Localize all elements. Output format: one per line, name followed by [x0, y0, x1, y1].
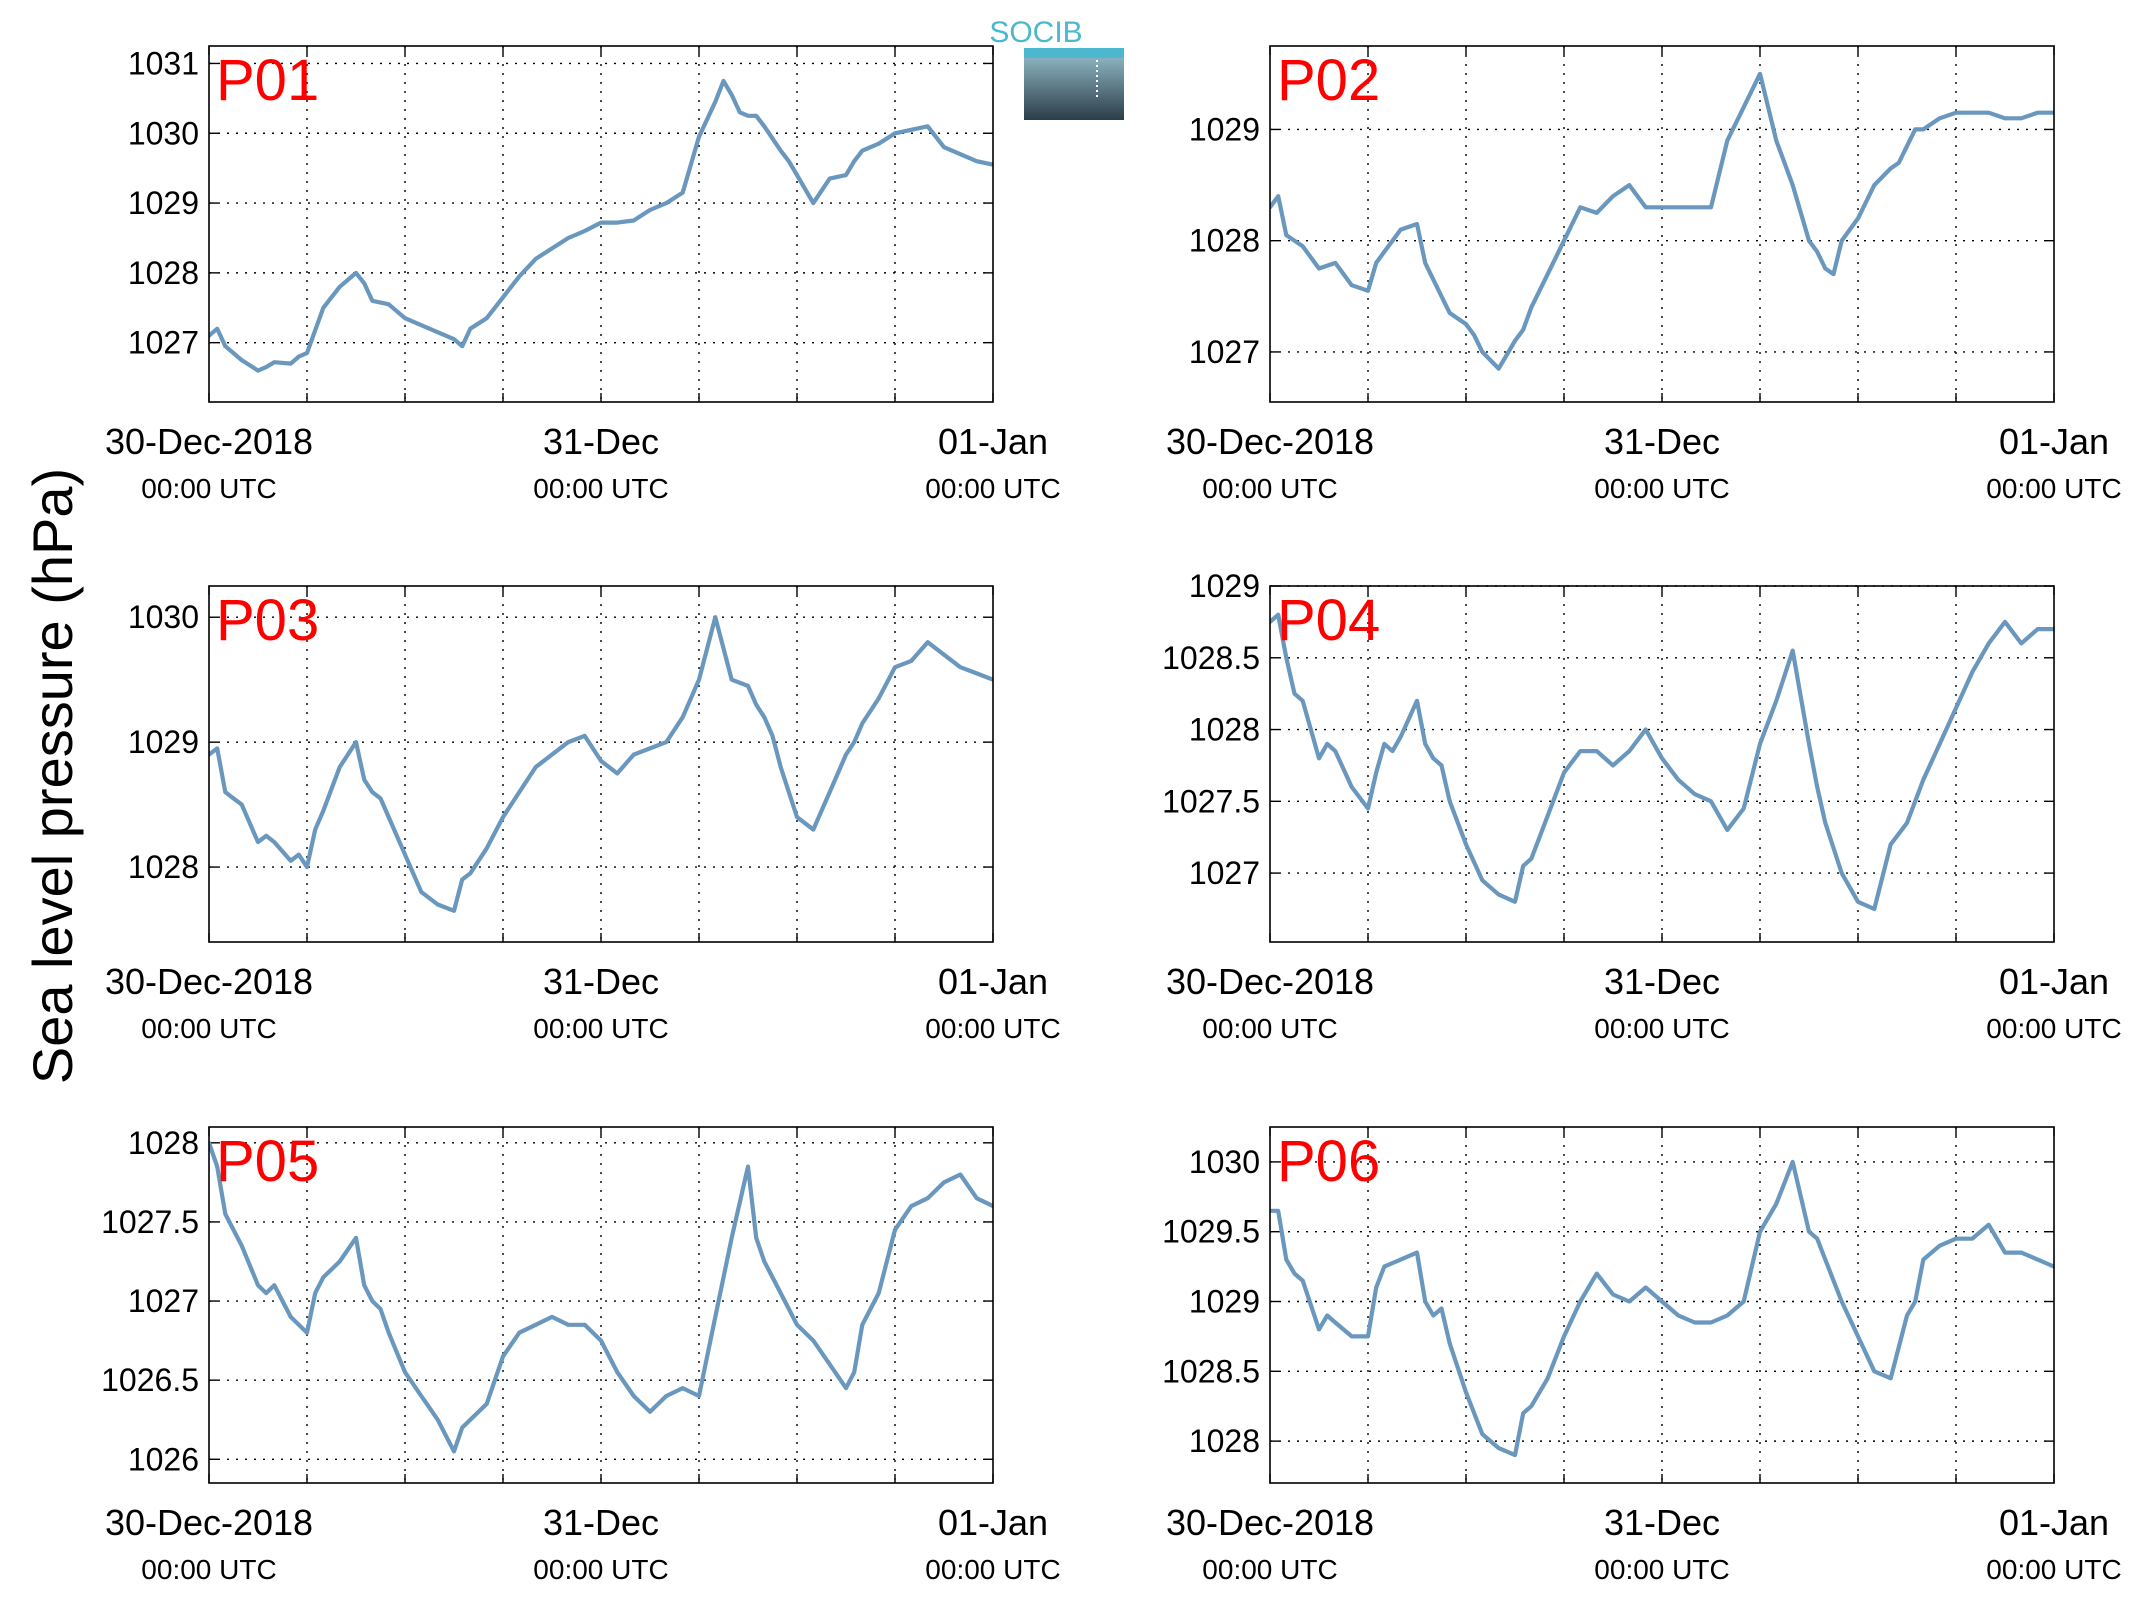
x-tick-label-time: 00:00 UTC: [141, 1554, 276, 1585]
x-tick-label-date: 30-Dec-2018: [105, 421, 313, 462]
panel-p01: 1027 1028 1029 1030 1031 30-Dec-2018 00:00 UTC…: [105, 45, 1061, 504]
x-tick-label-date: 01-Jan: [1999, 421, 2109, 462]
y-axis-label: Sea level pressure (hPa): [21, 468, 84, 1084]
panel-label: P05: [216, 1129, 319, 1194]
x-tick-label-time: 00:00 UTC: [1202, 1013, 1337, 1044]
axes-frame: [208, 45, 994, 403]
x-tick-label-date: 01-Jan: [938, 1502, 1048, 1543]
panel-p04: 1027 1027.5 1028 1028.5 1029 30-Dec-2018 00:00…: [1162, 568, 2122, 1044]
x-tick-label-time: 00:00 UTC: [925, 1554, 1060, 1585]
x-tick-label-date: 30-Dec-2018: [105, 1502, 313, 1543]
panel-label: P01: [216, 48, 319, 113]
y-tick-label: 1030: [128, 599, 199, 635]
y-tick-label: 1028.5: [1162, 640, 1260, 676]
y-tick-label: 1030: [1189, 1144, 1260, 1180]
x-tick-label-date: 31-Dec: [543, 961, 659, 1002]
pressure-series-line: [209, 1140, 993, 1454]
axes-frame: [208, 1126, 994, 1484]
y-tick-label: 1029: [128, 185, 199, 221]
y-tick-label: 1029.5: [1162, 1214, 1260, 1250]
y-tick-label: 1028: [128, 1125, 199, 1161]
y-tick-label: 1027: [1189, 855, 1260, 891]
y-tick-label: 1030: [128, 115, 199, 151]
axes-frame: [208, 585, 994, 943]
x-tick-label-date: 01-Jan: [938, 961, 1048, 1002]
x-tick-label-time: 00:00 UTC: [925, 1013, 1060, 1044]
y-tick-label: 1029: [128, 724, 199, 760]
panels: 1027 1028 1029 1030 1031 30-Dec-2018 00:00 UTC…: [101, 45, 2122, 1585]
x-tick-label-time: 00:00 UTC: [533, 1554, 668, 1585]
x-tick-label-date: 30-Dec-2018: [1166, 421, 1374, 462]
y-tick-label: 1028: [1189, 712, 1260, 748]
panel-p06: 1028 1028.5 1029 1029.5 1030 30-Dec-2018 00:00…: [1162, 1126, 2122, 1585]
panel-p02: 1027 1028 1029 30-Dec-2018 00:00 UTC 31-Dec 00…: [1166, 45, 2122, 504]
x-tick-label-time: 00:00 UTC: [1986, 1554, 2121, 1585]
x-tick-label-time: 00:00 UTC: [1986, 473, 2121, 504]
y-tick-label: 1026: [128, 1441, 199, 1477]
y-tick-label: 1028: [1189, 1423, 1260, 1459]
x-tick-label-time: 00:00 UTC: [1594, 1013, 1729, 1044]
y-tick-label: 1029: [1189, 111, 1260, 147]
pressure-series-line: [1270, 71, 2054, 371]
x-tick-label-date: 30-Dec-2018: [105, 961, 313, 1002]
panel-label: P04: [1277, 588, 1380, 653]
pressure-series-line: [1270, 1159, 2054, 1458]
pressure-series-line: [1270, 612, 2054, 912]
x-tick-label-time: 00:00 UTC: [1202, 473, 1337, 504]
x-tick-label-date: 31-Dec: [1604, 421, 1720, 462]
y-tick-label: 1028: [1189, 223, 1260, 259]
x-tick-label-time: 00:00 UTC: [141, 1013, 276, 1044]
x-tick-label-date: 30-Dec-2018: [1166, 961, 1374, 1002]
x-tick-label-time: 00:00 UTC: [141, 473, 276, 504]
axes-frame: [1269, 45, 2055, 403]
y-tick-label: 1028: [128, 255, 199, 291]
x-tick-label-time: 00:00 UTC: [1202, 1554, 1337, 1585]
logo-block: [1024, 58, 1124, 120]
x-tick-label-date: 31-Dec: [543, 421, 659, 462]
y-tick-label: 1028.5: [1162, 1353, 1260, 1389]
panel-label: P02: [1277, 48, 1380, 113]
y-tick-label: 1027.5: [1162, 783, 1260, 819]
panel-p03: 1028 1029 1030 30-Dec-2018 00:00 UTC 31-Dec 00…: [105, 585, 1061, 1044]
x-tick-label-time: 00:00 UTC: [533, 473, 668, 504]
x-tick-label-time: 00:00 UTC: [925, 473, 1060, 504]
logo-bar: [1024, 48, 1124, 58]
panel-label: P06: [1277, 1129, 1380, 1194]
x-tick-label-date: 31-Dec: [1604, 1502, 1720, 1543]
panel-p05: 1026 1026.5 1027 1027.5 1028 30-Dec-2018 00:00…: [101, 1125, 1061, 1585]
y-tick-label: 1027.5: [101, 1204, 199, 1240]
logo-text: SOCIB: [989, 16, 1082, 49]
y-tick-label: 1027: [1189, 334, 1260, 370]
axes-frame: [1269, 1126, 2055, 1484]
x-tick-label-time: 00:00 UTC: [1986, 1013, 2121, 1044]
y-tick-label: 1027: [128, 1283, 199, 1319]
x-tick-label-date: 31-Dec: [543, 1502, 659, 1543]
y-tick-label: 1031: [128, 45, 199, 81]
panel-label: P03: [216, 588, 319, 653]
y-tick-label: 1026.5: [101, 1362, 199, 1398]
y-tick-label: 1029: [1189, 1284, 1260, 1320]
pressure-series-line: [209, 615, 993, 913]
x-tick-label-time: 00:00 UTC: [1594, 473, 1729, 504]
x-tick-label-date: 30-Dec-2018: [1166, 1502, 1374, 1543]
y-tick-label: 1029: [1189, 568, 1260, 604]
axes-frame: [1269, 585, 2055, 943]
x-tick-label-date: 01-Jan: [1999, 1502, 2109, 1543]
x-tick-label-time: 00:00 UTC: [533, 1013, 668, 1044]
x-tick-label-time: 00:00 UTC: [1594, 1554, 1729, 1585]
x-tick-label-date: 31-Dec: [1604, 961, 1720, 1002]
socib-logo: SOCIB: [989, 16, 1124, 120]
y-tick-label: 1027: [128, 325, 199, 361]
x-tick-label-date: 01-Jan: [938, 421, 1048, 462]
y-tick-label: 1028: [128, 849, 199, 885]
x-tick-label-date: 01-Jan: [1999, 961, 2109, 1002]
pressure-series-line: [209, 78, 993, 373]
